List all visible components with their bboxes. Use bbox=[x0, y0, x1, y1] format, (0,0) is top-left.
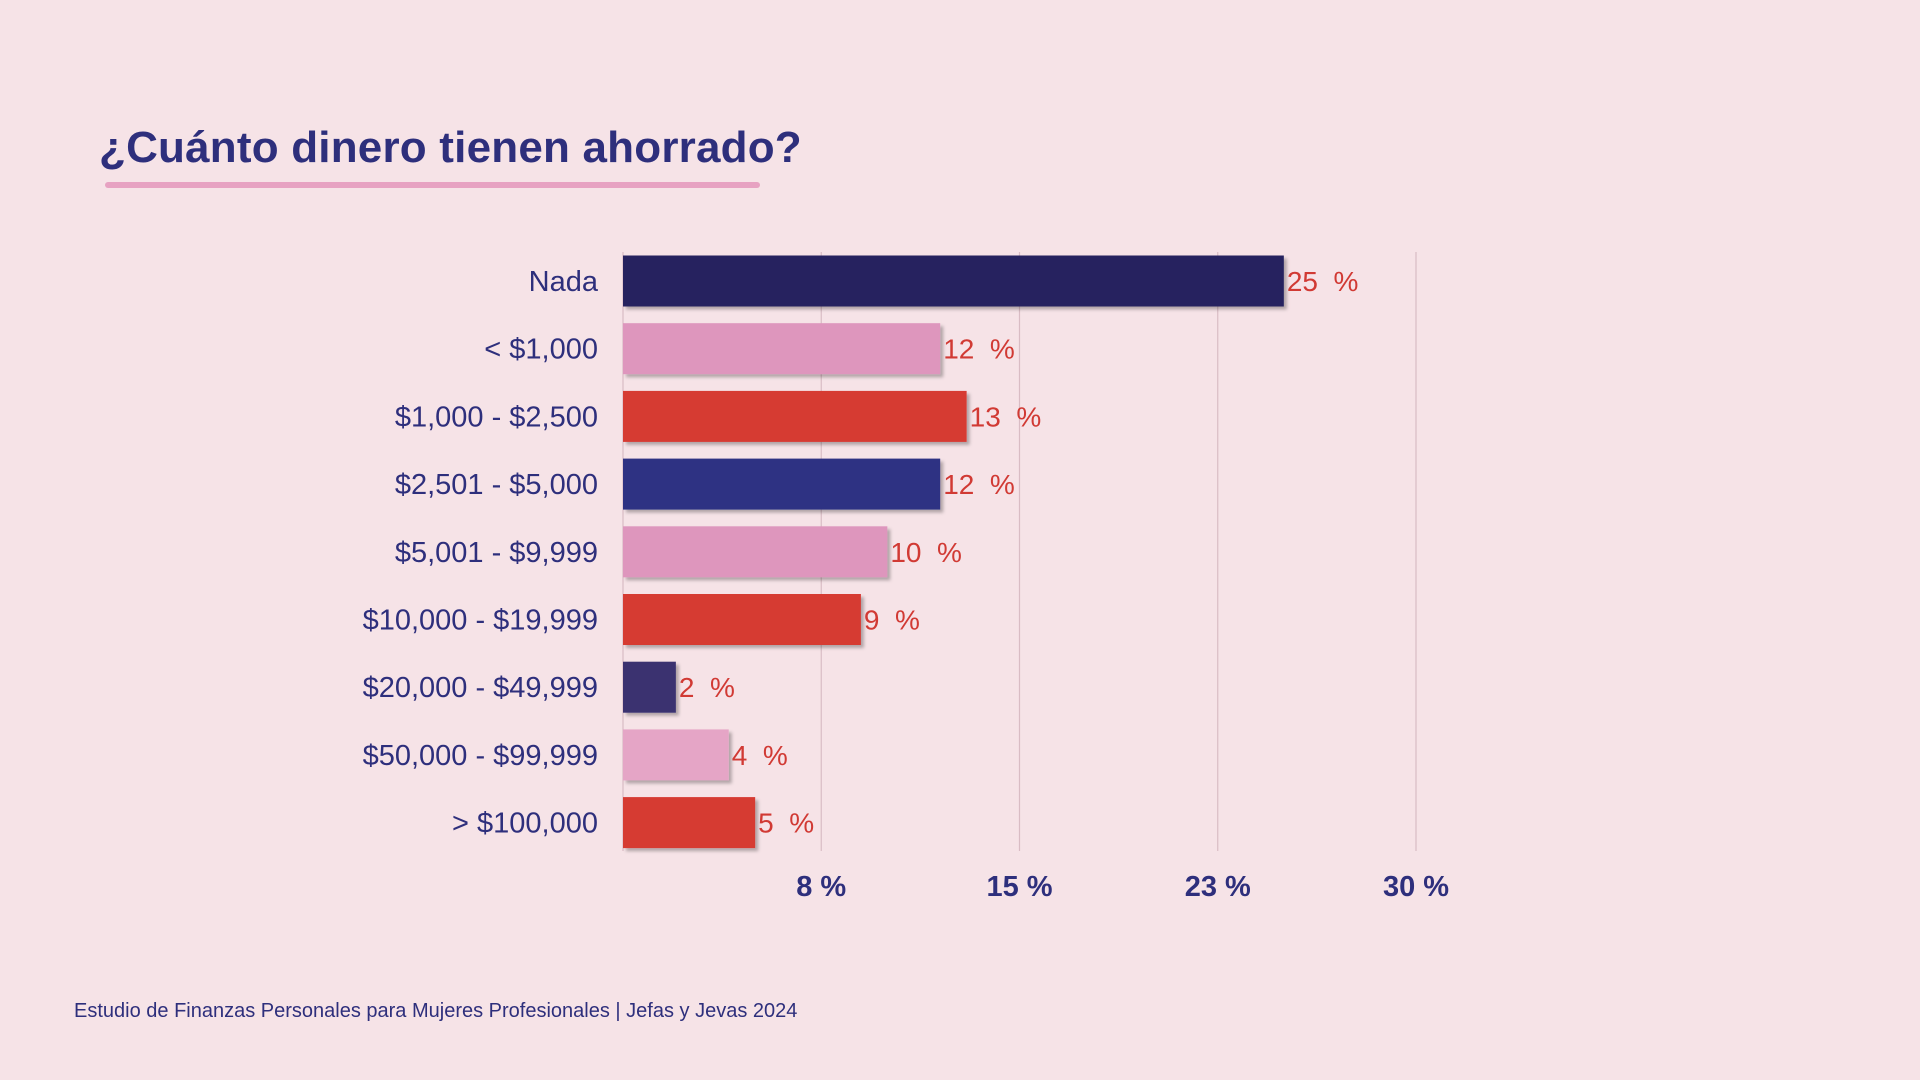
category-label: < $1,000 bbox=[484, 334, 598, 366]
value-label: 25 % bbox=[1287, 266, 1359, 297]
bar bbox=[623, 323, 941, 375]
category-label: $5,001 - $9,999 bbox=[395, 537, 598, 569]
category-label: $2,501 - $5,000 bbox=[395, 469, 598, 501]
category-label: $20,000 - $49,999 bbox=[363, 672, 598, 704]
value-label: 4 % bbox=[732, 740, 788, 771]
bar bbox=[623, 594, 861, 645]
category-label: $10,000 - $19,999 bbox=[363, 605, 598, 637]
bar bbox=[623, 390, 967, 442]
value-label: 5 % bbox=[758, 808, 814, 839]
bar bbox=[623, 729, 729, 781]
category-label: $50,000 - $99,999 bbox=[363, 740, 598, 772]
x-tick-label: 8 % bbox=[796, 871, 846, 903]
footer-source: Estudio de Finanzas Personales para Muje… bbox=[74, 1000, 798, 1022]
page-title: ¿Cuánto dinero tienen ahorrado? bbox=[99, 123, 802, 172]
value-label: 10 % bbox=[890, 537, 962, 568]
category-label: $1,000 - $2,500 bbox=[395, 401, 598, 433]
x-tick-label: 23 % bbox=[1185, 871, 1251, 903]
value-label: 12 % bbox=[943, 334, 1015, 365]
value-label: 2 % bbox=[679, 672, 735, 703]
x-tick-label: 30 % bbox=[1383, 871, 1449, 903]
value-label: 13 % bbox=[970, 401, 1042, 432]
bar bbox=[623, 526, 888, 578]
value-label: 12 % bbox=[943, 469, 1015, 500]
bar bbox=[623, 797, 756, 849]
bar bbox=[623, 661, 676, 713]
category-label: > $100,000 bbox=[452, 808, 598, 840]
bar bbox=[623, 255, 1284, 307]
value-label: 9 % bbox=[864, 605, 920, 636]
bars bbox=[623, 255, 1284, 849]
category-label: Nada bbox=[529, 266, 599, 298]
title-underline bbox=[105, 182, 760, 188]
labels: 8 % 15 % 23 % 30 % Nada 25 % < $1,000 12 % $1,00… bbox=[363, 266, 1450, 903]
bar bbox=[623, 458, 941, 510]
x-tick-label: 15 % bbox=[986, 871, 1052, 903]
